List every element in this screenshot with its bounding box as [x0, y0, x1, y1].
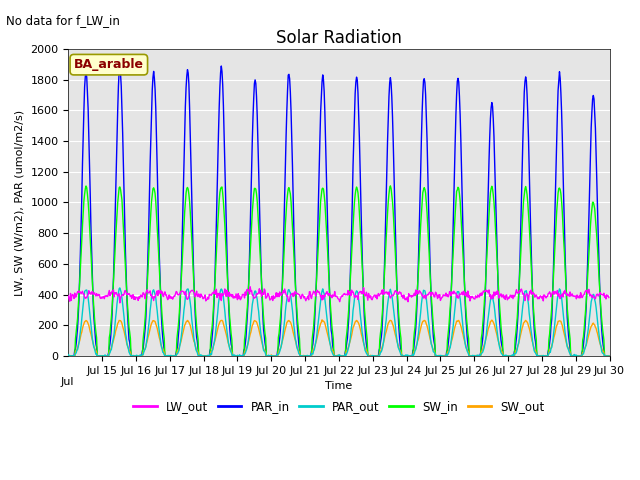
X-axis label: Time: Time — [325, 381, 353, 391]
Text: No data for f_LW_in: No data for f_LW_in — [6, 14, 120, 27]
Y-axis label: LW, SW (W/m2), PAR (umol/m2/s): LW, SW (W/m2), PAR (umol/m2/s) — [15, 109, 25, 296]
Text: Jul: Jul — [61, 377, 74, 387]
Legend: LW_out, PAR_in, PAR_out, SW_in, SW_out: LW_out, PAR_in, PAR_out, SW_in, SW_out — [128, 395, 550, 418]
Text: BA_arable: BA_arable — [74, 58, 144, 71]
Title: Solar Radiation: Solar Radiation — [276, 29, 402, 48]
